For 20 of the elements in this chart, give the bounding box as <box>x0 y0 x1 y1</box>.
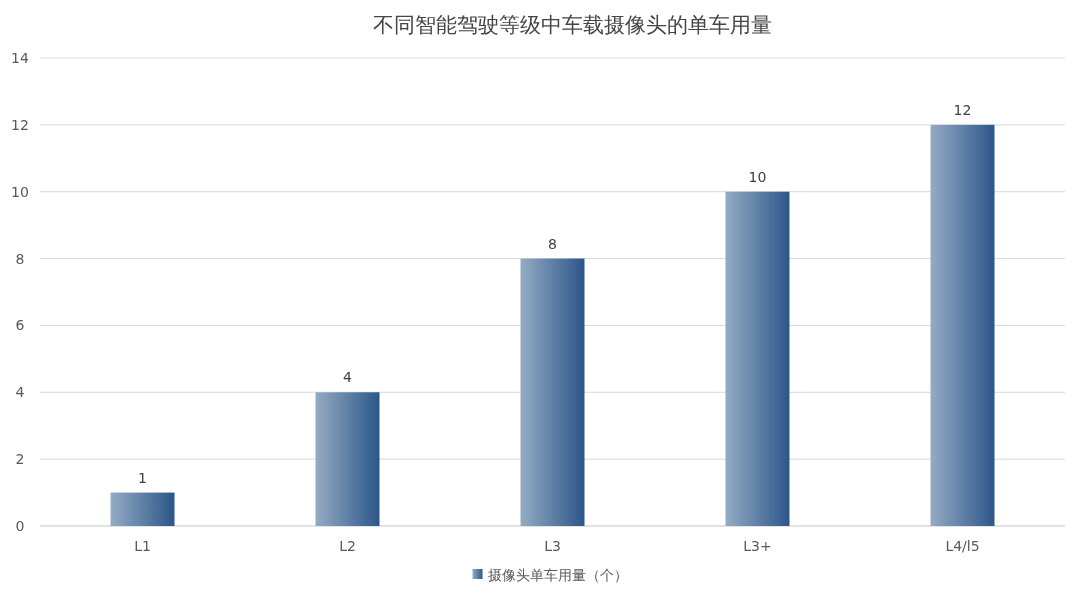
y-tick-label: 2 <box>15 451 25 468</box>
x-tick-label: L3 <box>544 538 561 554</box>
y-tick-label: 8 <box>15 250 25 267</box>
y-tick-label: 0 <box>15 518 25 534</box>
data-label: 4 <box>343 369 353 386</box>
y-tick-label: 4 <box>15 384 25 401</box>
y-tick-label: 6 <box>15 317 25 334</box>
legend-label: 摄像头单车用量（个） <box>487 568 628 583</box>
data-label: 10 <box>748 168 767 185</box>
y-tick-label: 12 <box>11 116 29 133</box>
y-tick-label: 10 <box>11 183 29 200</box>
y-tick-label: 14 <box>11 50 29 66</box>
data-label: 8 <box>548 235 557 252</box>
x-tick-label: L3+ <box>743 538 772 554</box>
x-tick-label: L4/l5 <box>945 538 980 554</box>
chart-title: 不同智能驾驶等级中车载摄像头的单车用量 <box>373 13 772 37</box>
data-label: 1 <box>138 469 147 486</box>
x-tick-label: L1 <box>134 538 151 554</box>
data-label: 12 <box>953 101 972 118</box>
x-tick-label: L2 <box>339 538 356 554</box>
